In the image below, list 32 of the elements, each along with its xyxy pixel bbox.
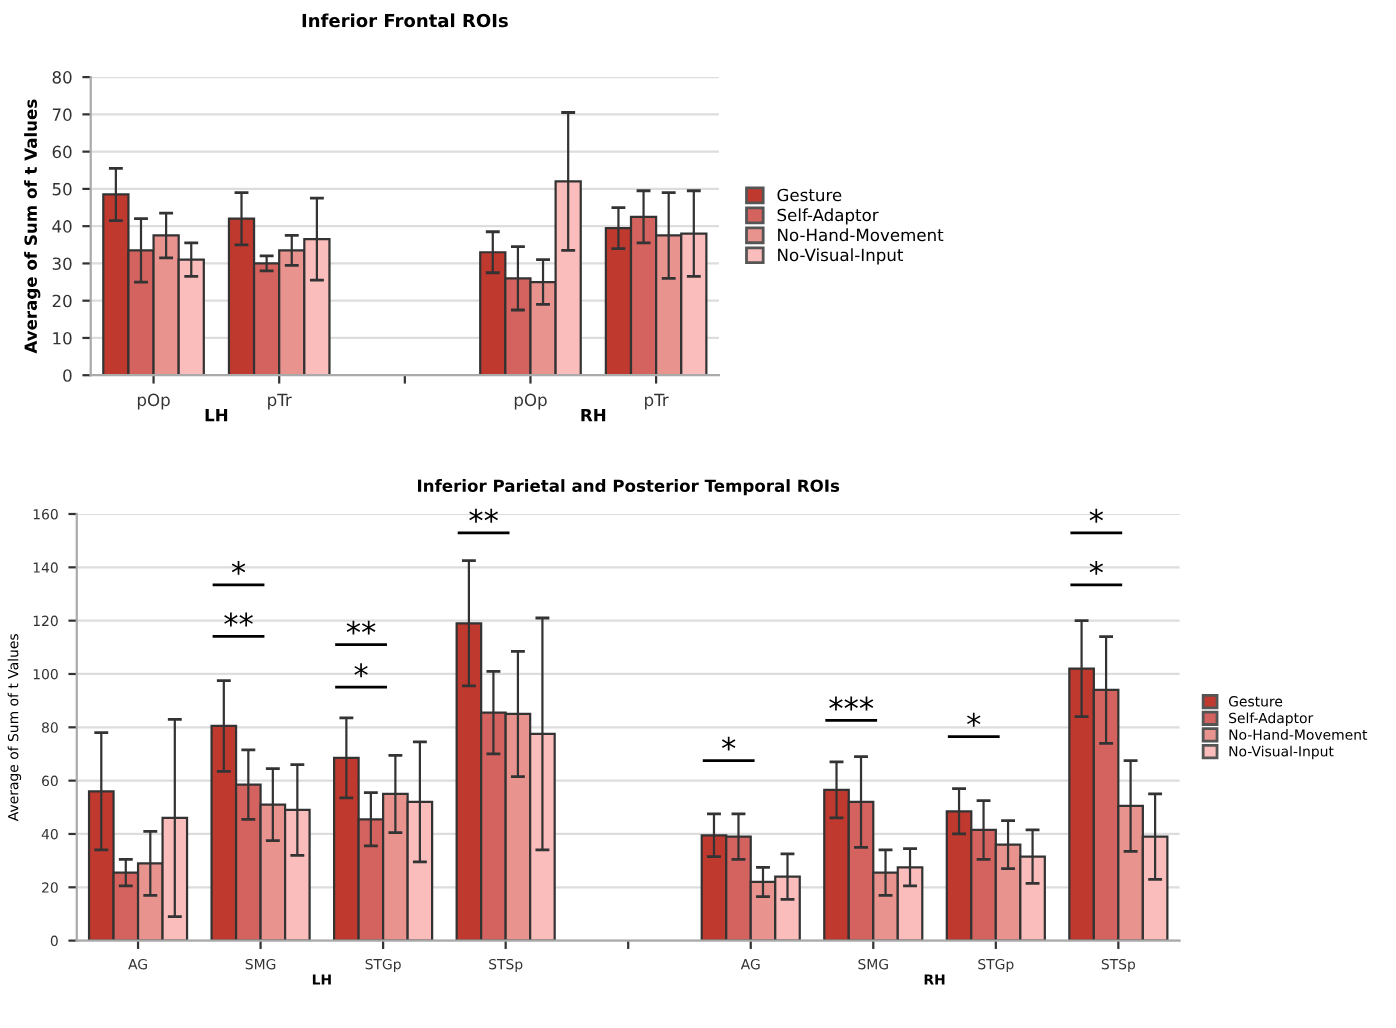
annotation: * [721,736,736,751]
annotation: *** [829,696,874,711]
y-tick-label: 80 [52,71,72,84]
annotation: * [1089,508,1104,523]
y-tick-label: 50 [52,182,72,196]
legend-label: No-Hand-Movement [778,228,944,242]
annotation: * [231,560,246,575]
legend-label: No-Visual-Input [778,248,904,265]
x-tick-label: pTr [268,393,292,410]
x-tick-label: pOp [514,393,547,410]
chart-title: Inferior Parietal and Posterior Temporal ROIs [418,479,840,496]
x-tick-label: pTr [645,393,669,410]
legend-label: Self-Adaptor [777,208,879,225]
annotation: ** [346,620,376,635]
legend-label: Gesture [777,188,842,202]
y-tick-label: 0 [63,369,72,382]
annotation: * [967,712,981,727]
y-tick-label: 30 [52,257,72,270]
y-axis-title: Average of Sum of t Values [24,99,41,354]
y-tick-label: 20 [52,294,72,308]
annotation: ** [469,508,498,523]
y-tick-label: 70 [52,108,72,121]
chart-title: Inferior Frontal ROIs [302,13,508,28]
x-tick-label: pOp [137,393,170,410]
annotation: ** [224,612,253,627]
y-tick-label: 60 [52,145,72,159]
y-tick-label: 10 [53,331,72,345]
y-tick-label: 40 [52,220,72,233]
annotation: * [354,663,368,678]
annotation: * [1089,560,1104,575]
text: LH [205,409,228,422]
text: RH [581,409,606,422]
